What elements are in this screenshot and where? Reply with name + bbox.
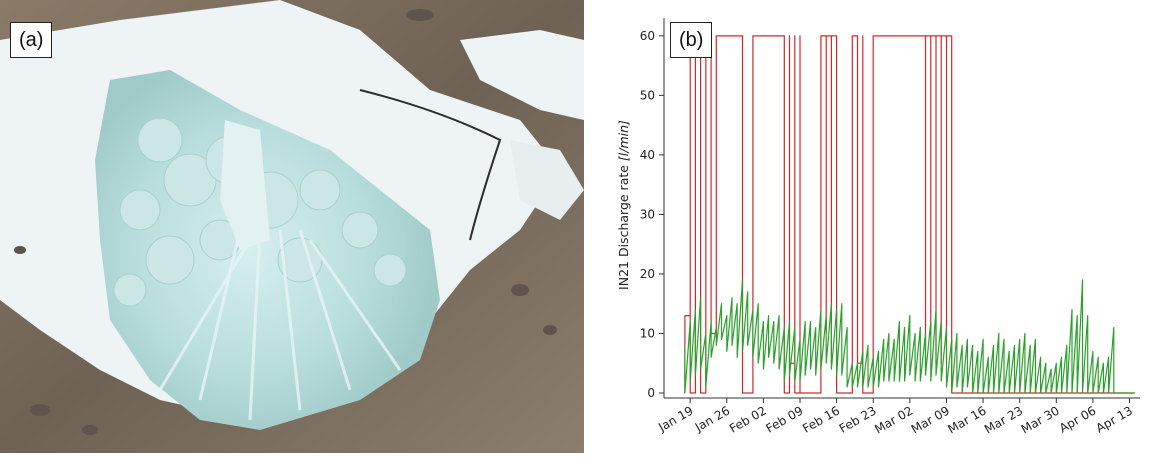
x-tick-label: Apr 06	[1057, 403, 1099, 435]
x-tick-label: Mar 16	[945, 403, 988, 436]
y-tick-label: 0	[647, 386, 655, 400]
chart-axes	[663, 18, 1140, 399]
discharge-chart-panel: 0 10 20 30 40 50 60 Jan 19 Jan 26 Feb 02 Feb 09 Fe…	[600, 0, 1159, 453]
ice-reservoir-photo: (a)	[0, 0, 584, 453]
x-tick-label: Feb 09	[764, 403, 806, 435]
x-tick-label: Jan 19	[655, 403, 695, 434]
x-tick-label: Feb 23	[837, 403, 879, 435]
panel-label-a: (a)	[10, 22, 53, 58]
y-tick-label: 20	[640, 267, 655, 281]
y-tick-label: 10	[640, 326, 655, 340]
x-tick-label: Apr 13	[1094, 403, 1136, 435]
series-line-2	[684, 279, 1135, 394]
x-tick-label: Mar 30	[1019, 403, 1062, 436]
x-tick-label: Jan 26	[692, 403, 732, 434]
y-tick-label: 60	[640, 29, 655, 43]
y-tick-label: 30	[640, 207, 655, 221]
x-tick-label: Feb 02	[727, 403, 769, 435]
series-layer	[684, 35, 1135, 394]
y-axis-label: IN21 Discharge rate [l/min]	[616, 120, 631, 290]
y-tick-label: 40	[640, 148, 655, 162]
x-tick-label: Mar 09	[909, 403, 952, 436]
x-tick-label: Feb 16	[800, 403, 842, 435]
ice-reservoir-image	[0, 0, 584, 453]
y-tick-label: 50	[640, 88, 655, 102]
x-tick-label: Mar 02	[872, 403, 915, 436]
y-ticks: 0 10 20 30 40 50 60	[640, 29, 664, 400]
panel-label-b: (b)	[670, 22, 713, 58]
x-tick-label: Mar 23	[982, 403, 1025, 436]
